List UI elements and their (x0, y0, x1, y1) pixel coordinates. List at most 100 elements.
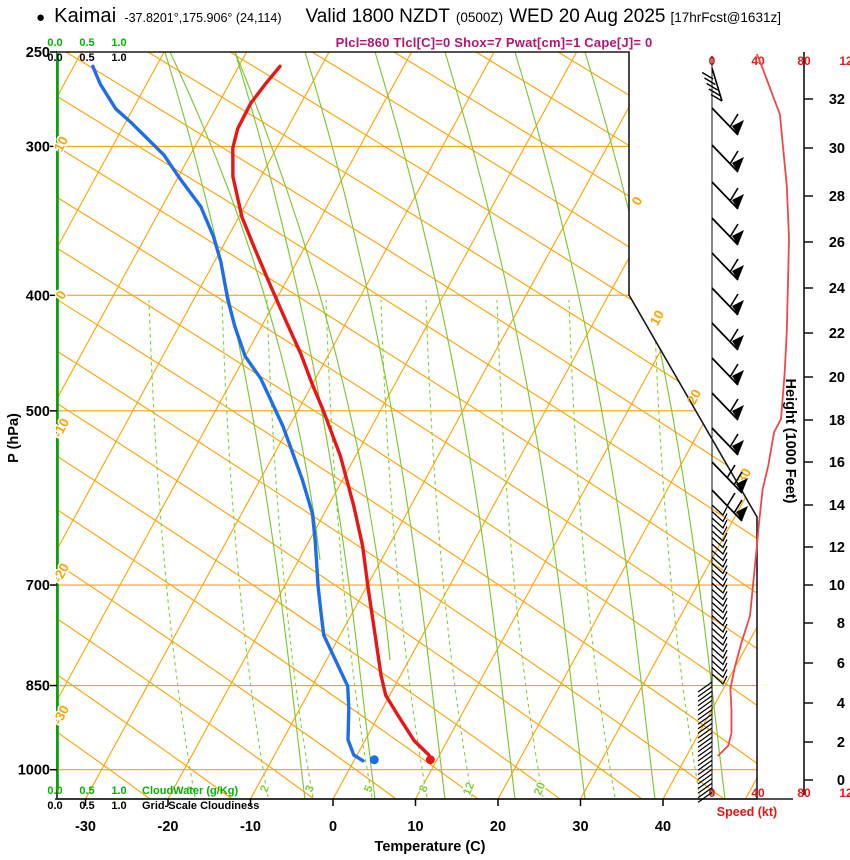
scale-value: 0.0 (47, 800, 63, 812)
svg-text:500: 500 (26, 404, 50, 420)
svg-text:40: 40 (751, 786, 765, 800)
svg-text:0: 0 (329, 819, 337, 835)
scale-value: 1.0 (111, 785, 127, 797)
svg-text:10: 10 (829, 578, 845, 594)
plot-frame (55, 51, 793, 800)
svg-text:12: 12 (461, 781, 477, 797)
svg-text:18: 18 (829, 413, 845, 429)
svg-text:14: 14 (829, 498, 845, 514)
svg-text:-30: -30 (50, 703, 72, 727)
svg-text:0: 0 (837, 773, 845, 789)
valid-time: Valid 1800 NZDT (305, 6, 450, 27)
sounding-parameters: Plcl=860 Tlcl[C]=0 Shox=7 Pwat[cm]=1 Cap… (335, 35, 653, 50)
svg-text:30: 30 (734, 466, 754, 486)
pressure-gridlines (57, 145, 757, 771)
svg-text:2: 2 (837, 735, 845, 751)
scale-value: 1.0 (111, 37, 127, 49)
wind-barbs (697, 56, 748, 803)
forecast-hour: [17hrFcst@1631z] (670, 10, 781, 25)
svg-text:300: 300 (26, 139, 50, 155)
svg-text:12: 12 (839, 786, 850, 800)
barb-braid (711, 504, 728, 686)
svg-text:26: 26 (829, 235, 845, 251)
svg-text:1000: 1000 (18, 763, 50, 779)
scale-value: 0.0 (47, 52, 63, 64)
svg-text:28: 28 (829, 189, 845, 205)
station-name: Kaimai (54, 5, 117, 27)
svg-text:850: 850 (26, 679, 50, 695)
svg-text:700: 700 (26, 578, 50, 594)
valid-time-utc: (0500Z) (455, 10, 504, 25)
temperature-curve (231, 64, 433, 762)
svg-text:-20: -20 (50, 561, 72, 585)
svg-text:0: 0 (629, 194, 646, 208)
cloudwater-scale-bottom: 0.0 0.5 1.0 CloudWater (g/Kg) (39, 785, 238, 797)
scale-value: 1.0 (111, 52, 127, 64)
svg-text:2: 2 (258, 784, 272, 794)
valid-date: WED 20 Aug 2025 (509, 6, 666, 27)
svg-text:80: 80 (797, 786, 811, 800)
mixing-ratio-lines (148, 299, 701, 798)
pressure-axis-title: P (hPa) (6, 413, 22, 463)
svg-text:20: 20 (490, 819, 506, 835)
wind-speed-curve (717, 53, 790, 757)
svg-text:-10: -10 (50, 416, 72, 440)
svg-text:250: 250 (26, 45, 50, 61)
svg-text:22: 22 (829, 326, 845, 342)
temperature-axis-title: Temperature (C) (374, 839, 486, 855)
svg-text:20: 20 (684, 387, 704, 407)
dry-adiabat-lines (57, 52, 757, 799)
surface-temperature-dot (425, 755, 435, 765)
svg-text:4: 4 (837, 696, 845, 712)
scale-value: 0.5 (79, 800, 95, 812)
svg-text:24: 24 (829, 281, 845, 297)
pressure-axis-labels: 250 300 400 500 700 850 1000 (18, 45, 57, 779)
barb-hatch (697, 681, 713, 803)
svg-text:5: 5 (362, 783, 376, 794)
svg-text:16: 16 (829, 455, 845, 471)
cloudwater-legend: CloudWater (g/Kg) (142, 785, 239, 797)
cloudiness-legend: Grid-Scale Cloudiness (142, 800, 260, 812)
svg-text:32: 32 (829, 92, 845, 108)
svg-text:30: 30 (572, 819, 588, 835)
cloudiness-scale-bottom: 0.0 0.5 1.0 Grid-Scale Cloudiness (39, 800, 259, 812)
sounding-profiles (91, 64, 435, 765)
svg-text:8: 8 (837, 616, 845, 632)
scale-value: 0.5 (79, 37, 95, 49)
mixing-ratio-value-labels: 1 2 3 5 8 12 20 (184, 779, 549, 798)
svg-text:6: 6 (837, 656, 845, 672)
station-coordinates: -37.8201°,175.906° (24,114) (124, 11, 282, 25)
height-axis-title: Height (1000 Feet) (782, 378, 798, 504)
scale-value: 0.5 (79, 785, 95, 797)
cloudiness-scale-top: 0.0 0.5 1.0 (39, 52, 135, 64)
svg-text:12: 12 (829, 540, 845, 556)
scale-value: 0.0 (47, 785, 63, 797)
svg-text:10: 10 (647, 308, 667, 328)
svg-text:12: 12 (839, 54, 850, 68)
svg-text:30: 30 (829, 141, 845, 157)
svg-text:0: 0 (53, 288, 70, 302)
svg-text:10: 10 (407, 819, 423, 835)
temperature-axis-labels: -30 -20 -10 0 10 20 30 40 (75, 799, 671, 835)
scale-value: 1.0 (111, 800, 127, 812)
speed-axis-title: Speed (kt) (716, 805, 778, 819)
isotherm-value-labels: 10 0 -10 -20 -30 0 10 20 30 (48, 132, 754, 728)
svg-text:-10: -10 (240, 819, 261, 835)
svg-text:400: 400 (26, 288, 50, 304)
scale-value: 0.0 (47, 37, 63, 49)
svg-text:-20: -20 (158, 819, 179, 835)
surface-dewpoint-dot (369, 755, 379, 765)
station-bullet-icon: ● (36, 9, 46, 26)
svg-text:10: 10 (51, 134, 71, 154)
svg-text:20: 20 (829, 370, 845, 386)
svg-text:-30: -30 (75, 819, 96, 835)
isotherm-lines (57, 52, 757, 799)
svg-text:80: 80 (797, 54, 811, 68)
svg-text:20: 20 (532, 781, 548, 797)
svg-text:40: 40 (655, 819, 671, 835)
background-grid (57, 52, 757, 799)
scale-value: 0.5 (79, 52, 95, 64)
